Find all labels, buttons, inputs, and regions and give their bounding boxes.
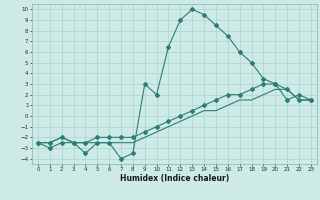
X-axis label: Humidex (Indice chaleur): Humidex (Indice chaleur) bbox=[120, 174, 229, 183]
